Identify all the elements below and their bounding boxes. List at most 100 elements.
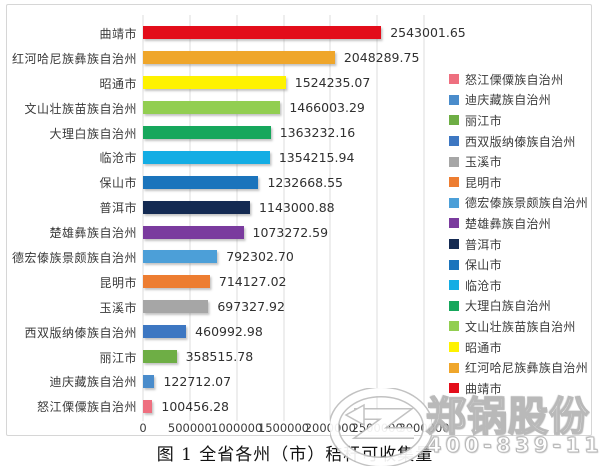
bar-track: 2543001.65 (143, 25, 466, 40)
legend-item: 红河哈尼族彝族自治州 (449, 357, 595, 378)
x-axis: 0 500000 1000000 1500000 2000000 2500000 30000… (139, 421, 449, 435)
legend-label: 大理白族自治州 (465, 299, 552, 314)
bar-value-label: 1363232.16 (279, 125, 356, 140)
bar-row: 昆明市 714127.02 (7, 270, 591, 295)
legend-item: 怒江傈僳族自治州 (449, 69, 595, 90)
legend-swatch (449, 136, 459, 147)
bar-rows: 曲靖市 2543001.65 红河哈尼族彝族自治州 2048289.75 昭通市 1524… (7, 21, 591, 419)
legend-label: 昆明市 (465, 175, 502, 190)
legend-label: 红河哈尼族彝族自治州 (465, 361, 589, 376)
bar (143, 51, 335, 65)
bar-value-label: 358515.78 (185, 349, 254, 365)
legend-item: 文山壮族苗族自治州 (449, 316, 595, 337)
bar-track: 122712.07 (143, 373, 424, 389)
bar (143, 374, 155, 388)
bar-value-label: 1232668.55 (267, 174, 344, 190)
bar (143, 101, 281, 115)
bar-track: 1466003.29 (143, 100, 424, 116)
legend-label: 楚雄彝族自治州 (465, 216, 552, 231)
bar-value-label: 697327.92 (217, 299, 285, 315)
legend-item: 临沧市 (449, 275, 595, 296)
legend-item: 丽江市 (449, 110, 595, 131)
bar-value-label: 1524235.07 (294, 75, 371, 91)
category-label: 普洱市 (99, 201, 137, 216)
bar-row: 德宏傣族景颇族自治州 792302.70 (7, 245, 591, 270)
legend-swatch (449, 259, 459, 270)
bar-track: 714127.02 (143, 274, 424, 289)
legend-label: 文山壮族苗族自治州 (465, 319, 576, 334)
bar-value-label: 1354215.94 (278, 149, 355, 165)
legend-label: 保山市 (465, 258, 502, 273)
legend-swatch (449, 177, 459, 188)
chart-area: 曲靖市 2543001.65 红河哈尼族彝族自治州 2048289.75 昭通市 1524… (6, 4, 592, 436)
bar-value-label: 1466003.29 (289, 100, 365, 116)
legend-swatch (449, 74, 459, 85)
category-label: 曲靖市 (99, 26, 137, 41)
category-label: 红河哈尼族彝族自治州 (11, 51, 137, 66)
bar (143, 150, 270, 164)
bar-track: 460992.98 (143, 324, 424, 339)
legend-swatch (449, 239, 459, 250)
bar (143, 250, 218, 264)
category-label: 玉溪市 (99, 300, 137, 315)
legend-item: 德宏傣族景颇族自治州 (449, 193, 595, 214)
figure-caption: 图 1 全省各州（市）秸秆可收集量 (156, 445, 434, 465)
category-label: 文山壮族苗族自治州 (24, 101, 137, 116)
legend-item: 迪庆藏族自治州 (449, 90, 595, 111)
category-label: 迪庆藏族自治州 (49, 375, 137, 390)
bar-track: 100456.28 (143, 398, 424, 414)
category-label: 昆明市 (99, 275, 137, 290)
bar (143, 26, 382, 40)
bar-row: 保山市 1232668.55 (7, 170, 591, 195)
bar (143, 200, 251, 214)
x-axis-tick-label: 1000000 (211, 421, 263, 435)
legend-item: 普洱市 (449, 234, 595, 255)
bar (143, 300, 209, 314)
legend-item: 曲靖市 (449, 378, 595, 399)
bar-row: 迪庆藏族自治州 122712.07 (7, 369, 591, 394)
bar-row: 大理白族自治州 1363232.16 (7, 121, 591, 146)
legend-swatch (449, 280, 459, 291)
bar-row: 普洱市 1143000.88 (7, 195, 591, 220)
x-axis-tick-label: 2500000 (351, 421, 403, 435)
legend-label: 怒江傈僳族自治州 (465, 72, 564, 87)
bar-value-label: 100456.28 (161, 398, 230, 414)
x-axis-tick-label: 1500000 (257, 421, 310, 435)
category-label: 临沧市 (99, 151, 137, 166)
legend-item: 保山市 (449, 254, 595, 275)
bar-track: 697327.92 (143, 299, 424, 315)
bar-track: 1524235.07 (143, 75, 424, 91)
legend-swatch (449, 362, 459, 373)
legend-item: 大理白族自治州 (449, 296, 595, 317)
legend-label: 德宏傣族景颇族自治州 (465, 196, 589, 211)
category-label: 大理白族自治州 (49, 126, 137, 141)
bar (143, 76, 286, 90)
legend-swatch (449, 383, 459, 394)
legend-swatch (449, 218, 459, 229)
bar-value-label: 122712.07 (163, 373, 232, 389)
bar-row: 怒江傈僳族自治州 100456.28 (7, 394, 591, 419)
bar-row: 玉溪市 697327.92 (7, 295, 591, 320)
chart-legend: 怒江傈僳族自治州 迪庆藏族自治州 丽江市 西双版纳傣族自治州 玉溪市 昆明市 德宏傣族景颇族… (449, 69, 595, 399)
bar (143, 325, 187, 339)
bar-row: 曲靖市 2543001.65 (7, 21, 591, 46)
bar-track: 1354215.94 (143, 149, 424, 165)
bar-value-label: 2543001.65 (390, 25, 466, 41)
bar-value-label: 1143000.88 (259, 199, 335, 215)
legend-label: 西双版纳傣族自治州 (465, 134, 576, 149)
legend-label: 曲靖市 (465, 381, 502, 396)
bar (143, 275, 210, 289)
bar-row: 红河哈尼族彝族自治州 2048289.75 (7, 46, 591, 71)
bar (143, 175, 259, 189)
bar-row: 楚雄彝族自治州 1073272.59 (7, 220, 591, 245)
bar (143, 225, 244, 239)
bar-track: 792302.70 (143, 249, 424, 264)
legend-swatch (449, 321, 459, 332)
x-axis-tick-label: 500000 (167, 421, 212, 435)
bar-track: 1363232.16 (143, 125, 424, 140)
x-axis-tick-label: 2000000 (304, 421, 356, 435)
bar (143, 399, 153, 413)
x-axis-tick-label: 3000000 (398, 421, 450, 435)
category-label: 昭通市 (99, 76, 137, 91)
